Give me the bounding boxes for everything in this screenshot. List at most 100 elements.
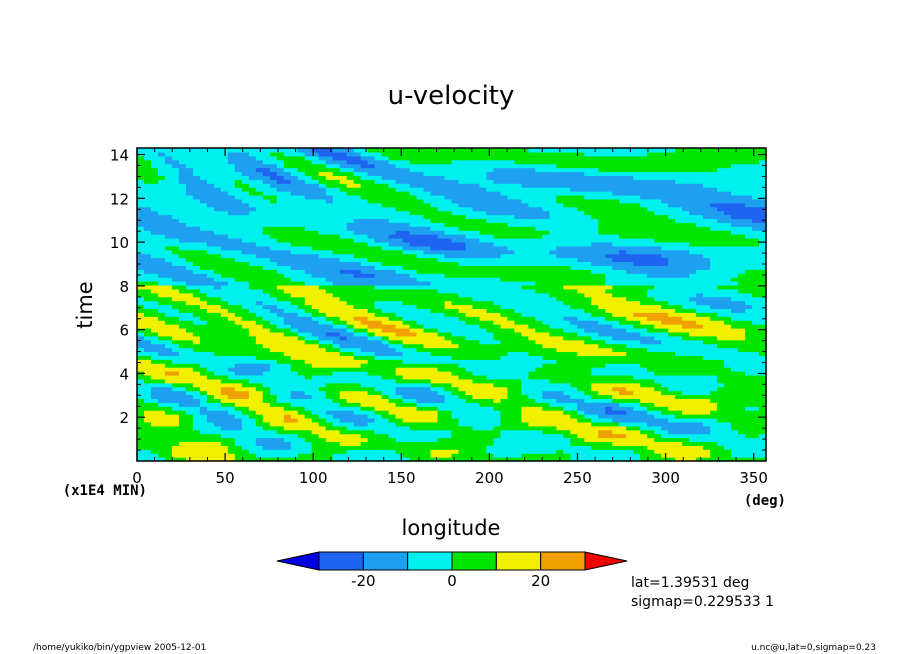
heatmap-cell: [682, 394, 690, 399]
heatmap-cell: [759, 308, 767, 313]
heatmap-cell: [164, 347, 173, 353]
heatmap-cell: [311, 386, 320, 392]
heatmap-cell: [521, 320, 529, 325]
heatmap-cell: [759, 335, 767, 341]
heatmap-cell: [493, 429, 502, 435]
heatmap-cell: [745, 304, 753, 310]
heatmap-cell: [528, 327, 536, 333]
heatmap-cell: [542, 382, 550, 388]
heatmap-cell: [444, 249, 453, 255]
heatmap-cell: [689, 398, 697, 403]
heatmap-cell: [759, 359, 767, 364]
heatmap-cell: [556, 359, 564, 364]
heatmap-cell: [430, 292, 439, 298]
heatmap-cell: [563, 304, 571, 310]
heatmap-cell: [395, 288, 404, 294]
heatmap-cell: [220, 449, 229, 454]
heatmap-cell: [290, 339, 299, 345]
heatmap-cell: [577, 316, 585, 321]
heatmap-cell: [542, 394, 550, 399]
heatmap-cell: [381, 371, 390, 376]
heatmap-cell: [381, 402, 390, 407]
heatmap-cell: [437, 425, 446, 431]
heatmap-cell: [143, 316, 152, 321]
heatmap-cell: [388, 433, 397, 439]
heatmap-cell: [276, 343, 285, 349]
heatmap-cell: [640, 433, 648, 439]
heatmap-cell: [171, 316, 180, 321]
heatmap-cell: [311, 320, 320, 325]
heatmap-cell: [633, 269, 641, 274]
heatmap-cell: [297, 300, 306, 306]
heatmap-cell: [325, 281, 334, 286]
heatmap-cell: [696, 292, 704, 298]
heatmap-cell: [283, 339, 292, 345]
heatmap-cell: [710, 402, 718, 407]
heatmap-cell: [297, 441, 306, 446]
heatmap-cell: [276, 378, 285, 384]
heatmap-cell: [318, 363, 327, 368]
heatmap-cell: [626, 281, 634, 286]
heatmap-cell: [682, 296, 690, 302]
heatmap-cell: [605, 406, 613, 411]
heatmap-cell: [297, 406, 306, 411]
heatmap-cell: [297, 257, 306, 263]
heatmap-cell: [577, 457, 585, 462]
heatmap-cell: [626, 374, 634, 380]
heatmap-cell: [528, 343, 536, 349]
heatmap-cell: [675, 335, 683, 341]
heatmap-cell: [724, 327, 732, 333]
heatmap-cell: [514, 277, 522, 282]
heatmap-cell: [745, 308, 753, 313]
heatmap-cell: [402, 308, 411, 313]
heatmap-cell: [605, 320, 613, 325]
heatmap-cell: [668, 445, 676, 450]
heatmap-cell: [535, 433, 543, 439]
heatmap-cell: [584, 429, 592, 435]
heatmap-cell: [234, 382, 243, 388]
heatmap-cell: [717, 335, 725, 341]
heatmap-cell: [178, 359, 187, 364]
heatmap-cell: [668, 312, 676, 317]
heatmap-cell: [423, 296, 432, 302]
heatmap-cell: [647, 445, 655, 450]
heatmap-cell: [647, 288, 655, 294]
heatmap-cell: [437, 453, 446, 458]
heatmap-cell: [535, 292, 543, 298]
heatmap-cell: [745, 445, 753, 450]
heatmap-cell: [171, 382, 180, 388]
heatmap-cell: [283, 394, 292, 399]
heatmap-cell: [759, 382, 767, 388]
heatmap-cell: [353, 402, 362, 407]
heatmap-cell: [528, 335, 536, 341]
heatmap-cell: [171, 445, 180, 450]
heatmap-cell: [738, 386, 746, 392]
heatmap-cell: [276, 331, 285, 337]
heatmap-cell: [528, 351, 536, 356]
heatmap-cell: [395, 367, 404, 372]
heatmap-cell: [717, 308, 725, 313]
heatmap-cell: [493, 312, 502, 317]
heatmap-cell: [696, 394, 704, 399]
heatmap-cell: [213, 284, 222, 290]
heatmap-cell: [570, 261, 578, 266]
heatmap-cell: [542, 371, 550, 376]
heatmap-cell: [311, 351, 320, 356]
heatmap-cell: [325, 288, 334, 294]
heatmap-cell: [137, 312, 145, 317]
heatmap-cell: [549, 390, 557, 396]
heatmap-cell: [367, 394, 376, 399]
heatmap-cell: [584, 308, 592, 313]
heatmap-cell: [143, 343, 152, 349]
heatmap-cell: [220, 347, 229, 353]
heatmap-cell: [143, 265, 152, 270]
heatmap-cell: [458, 437, 467, 443]
heatmap-cell: [486, 281, 495, 286]
heatmap-cell: [150, 284, 159, 290]
heatmap-cell: [430, 351, 439, 356]
heatmap-cell: [689, 410, 697, 415]
heatmap-cell: [458, 429, 467, 435]
heatmap-cell: [444, 241, 453, 247]
heatmap-cell: [619, 386, 627, 392]
heatmap-cell: [528, 449, 536, 454]
